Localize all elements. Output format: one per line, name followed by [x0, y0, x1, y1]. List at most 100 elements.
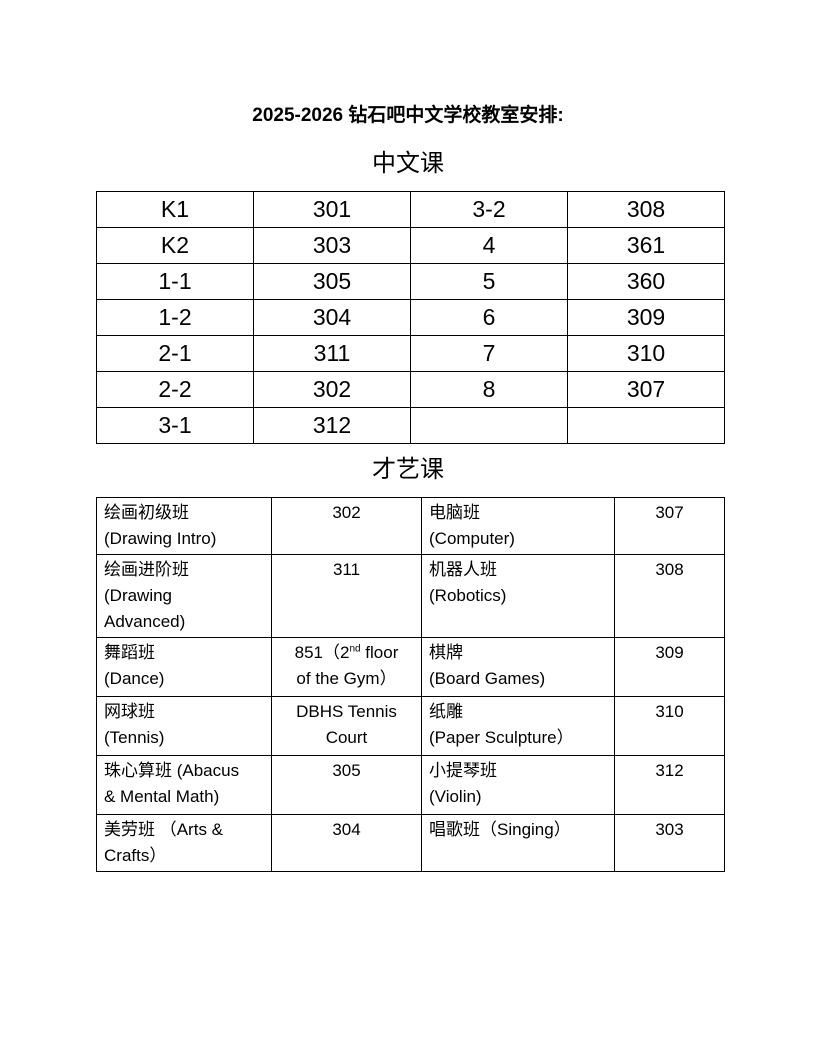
- cell-line: Court: [325, 728, 368, 747]
- class-name-cell: 绘画初级班 (Drawing Intro): [96, 497, 272, 555]
- cell-line: 310: [655, 702, 684, 721]
- cell-line: (Tennis): [104, 728, 165, 747]
- cell-line: 唱歌班（Singing）: [429, 820, 571, 839]
- class-name-cell: 8: [410, 371, 568, 408]
- room-cell: 311: [253, 335, 411, 372]
- class-name-cell: 3-1: [96, 407, 254, 444]
- room-cell: 309: [567, 299, 725, 336]
- chinese-classes-table: K1 301 3-2 308 K2 303 4 361 1-1 305 5 360 1-2 304 6 309…: [96, 191, 725, 444]
- room-cell: 310: [614, 696, 725, 756]
- table-row: 珠心算班 (Abacus & Mental Math) 305 小提琴班 (Violin…: [96, 755, 725, 815]
- table-row: 1-1 305 5 360: [96, 263, 725, 300]
- cell-line: 851（2nd floor: [275, 640, 418, 666]
- class-name-cell: 5: [410, 263, 568, 300]
- cell-line: (Violin): [429, 787, 482, 806]
- class-name-cell: 小提琴班 (Violin): [421, 755, 615, 815]
- cell-line: 机器人班: [429, 560, 497, 579]
- cell-line: 307: [655, 503, 684, 522]
- room-cell: 302: [271, 497, 422, 555]
- cell-line: 302: [332, 503, 361, 522]
- room-cell: 302: [253, 371, 411, 408]
- cell-line: 304: [332, 820, 361, 839]
- class-name-cell: K1: [96, 191, 254, 228]
- class-name-cell: 纸雕 (Paper Sculpture）: [421, 696, 615, 756]
- cell-line: 绘画进阶班: [104, 560, 189, 579]
- room-cell: 304: [271, 814, 422, 872]
- room-cell: 312: [614, 755, 725, 815]
- cell-line: 珠心算班 (Abacus: [104, 761, 240, 780]
- room-cell: 303: [614, 814, 725, 872]
- cell-text: 851（2: [294, 643, 350, 662]
- room-cell: 308: [567, 191, 725, 228]
- room-cell: 301: [253, 191, 411, 228]
- room-cell: 305: [253, 263, 411, 300]
- cell-line: 311: [332, 560, 361, 579]
- cell-line: & Mental Math): [104, 787, 220, 806]
- room-cell: 312: [253, 407, 411, 444]
- cell-line: (Board Games): [429, 669, 546, 688]
- cell-line: (Dance): [104, 669, 165, 688]
- class-name-cell: 机器人班 (Robotics): [421, 554, 615, 638]
- cell-line: Crafts）: [104, 846, 167, 865]
- room-cell: 311: [271, 554, 422, 638]
- room-cell: 307: [614, 497, 725, 555]
- room-cell: DBHS Tennis Court: [271, 696, 422, 756]
- table-row: 网球班 (Tennis) DBHS Tennis Court 纸雕 (Paper Scul…: [96, 696, 725, 756]
- class-name-cell: 棋牌 (Board Games): [421, 637, 615, 697]
- class-name-cell: 唱歌班（Singing）: [421, 814, 615, 872]
- cell-line: 纸雕: [429, 702, 463, 721]
- table-row: 美劳班 （Arts & Crafts） 304 唱歌班（Singing） 303: [96, 814, 725, 872]
- cell-line: 美劳班 （Arts &: [104, 820, 224, 839]
- cell-line: (Paper Sculpture）: [429, 728, 574, 747]
- cell-line: DBHS Tennis: [296, 702, 397, 721]
- room-cell: 307: [567, 371, 725, 408]
- cell-line: of the Gym）: [296, 669, 397, 688]
- cell-line: (Drawing Intro): [104, 529, 217, 548]
- cell-text: floor: [360, 643, 399, 662]
- room-cell: 309: [614, 637, 725, 697]
- room-cell: 360: [567, 263, 725, 300]
- document-title: 2025-2026 钻石吧中文学校教室安排:: [252, 105, 564, 126]
- room-cell: 304: [253, 299, 411, 336]
- class-name-cell: K2: [96, 227, 254, 264]
- arts-classes-heading: 才艺课: [372, 456, 444, 483]
- cell-line: 312: [655, 761, 684, 780]
- table-row: 舞蹈班 (Dance) 851（2nd floor of the Gym） 棋牌 (Boa…: [96, 637, 725, 697]
- class-name-cell: 珠心算班 (Abacus & Mental Math): [96, 755, 272, 815]
- class-name-cell: [410, 407, 568, 444]
- table-row: K2 303 4 361: [96, 227, 725, 264]
- cell-line: (Computer): [429, 529, 515, 548]
- room-cell: 851（2nd floor of the Gym）: [271, 637, 422, 697]
- cell-line: 305: [332, 761, 361, 780]
- chinese-classes-heading: 中文课: [372, 150, 444, 177]
- room-cell: 310: [567, 335, 725, 372]
- class-name-cell: 4: [410, 227, 568, 264]
- room-cell: [567, 407, 725, 444]
- class-name-cell: 网球班 (Tennis): [96, 696, 272, 756]
- table-row: K1 301 3-2 308: [96, 191, 725, 228]
- class-name-cell: 绘画进阶班 (Drawing Advanced): [96, 554, 272, 638]
- cell-line: (Robotics): [429, 586, 507, 605]
- cell-line: 棋牌: [429, 643, 463, 662]
- table-row: 2-2 302 8 307: [96, 371, 725, 408]
- ordinal-suffix: nd: [349, 643, 361, 655]
- class-name-cell: 舞蹈班 (Dance): [96, 637, 272, 697]
- cell-line: 303: [655, 820, 684, 839]
- class-name-cell: 3-2: [410, 191, 568, 228]
- room-cell: 361: [567, 227, 725, 264]
- class-name-cell: 美劳班 （Arts & Crafts）: [96, 814, 272, 872]
- class-name-cell: 2-1: [96, 335, 254, 372]
- cell-line: 309: [655, 643, 684, 662]
- cell-line: 网球班: [104, 702, 155, 721]
- table-row: 3-1 312: [96, 407, 725, 444]
- room-cell: 303: [253, 227, 411, 264]
- class-name-cell: 电脑班 (Computer): [421, 497, 615, 555]
- class-name-cell: 1-1: [96, 263, 254, 300]
- table-row: 1-2 304 6 309: [96, 299, 725, 336]
- class-name-cell: 7: [410, 335, 568, 372]
- arts-classes-table: 绘画初级班 (Drawing Intro) 302 电脑班 (Computer) 307 绘…: [96, 497, 725, 872]
- cell-line: Advanced): [104, 612, 186, 631]
- cell-line: 308: [655, 560, 684, 579]
- cell-line: 电脑班: [429, 503, 480, 522]
- cell-line: 绘画初级班: [104, 503, 189, 522]
